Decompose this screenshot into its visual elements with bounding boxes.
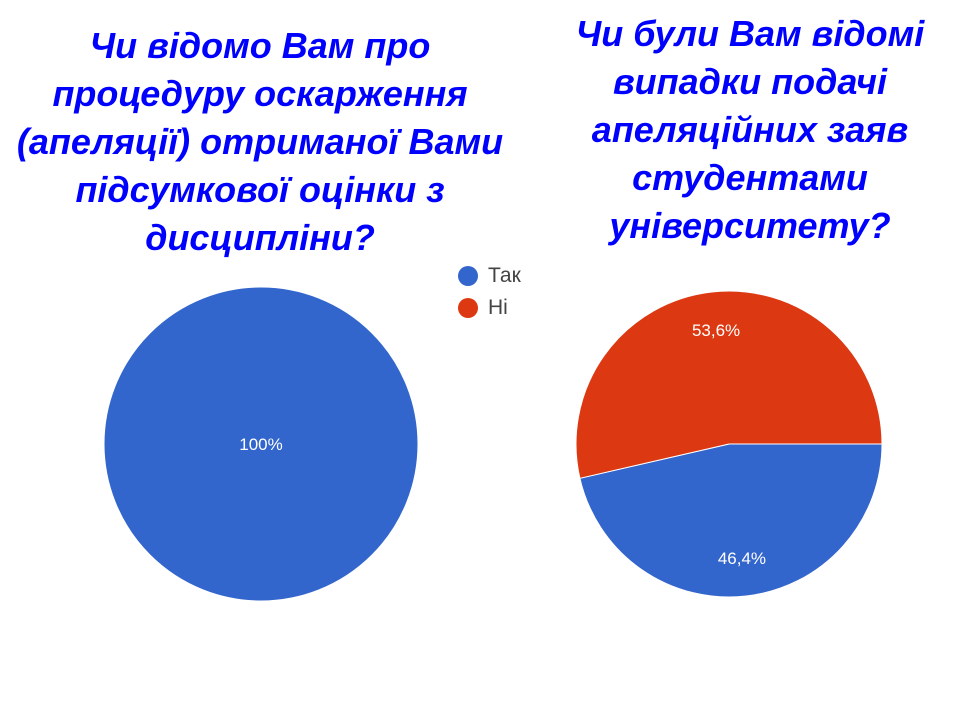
chart-title-right: Чи були Вам відомі випадки подачі апеляц… [560,10,940,250]
title-line: дисципліни? [145,217,375,258]
legend-label: Так [488,264,521,287]
legend-item-ni[interactable]: Ні [458,292,521,324]
title-line: випадки подачі [612,61,888,102]
legend-swatch-tak [458,266,478,286]
title-line: процедуру оскарження [52,73,468,114]
title-line: підсумкової оцінки з [75,169,445,210]
pie-data-label: 53,6% [692,321,740,340]
legend-label: Ні [488,296,508,319]
pie-slice-Ні[interactable] [575,290,883,479]
title-line: університету? [609,205,891,246]
chart-title-left: Чи відомо Вам про процедуру оскарження (… [0,22,520,262]
title-line: Чи відомо Вам про [89,25,431,66]
legend: Так Ні [458,260,521,324]
pie-data-label: 100% [239,435,282,454]
title-line: (апеляції) отриманої Вами [16,121,504,162]
pie-slice-Так[interactable] [579,443,883,598]
legend-item-tak[interactable]: Так [458,260,521,292]
title-line: апеляційних заяв [591,109,909,150]
title-line: студентами [632,157,868,198]
title-line: Чи були Вам відомі [575,13,925,54]
pie-slice-Так[interactable] [103,286,419,602]
legend-swatch-ni [458,298,478,318]
pie-data-label: 46,4% [718,549,766,568]
